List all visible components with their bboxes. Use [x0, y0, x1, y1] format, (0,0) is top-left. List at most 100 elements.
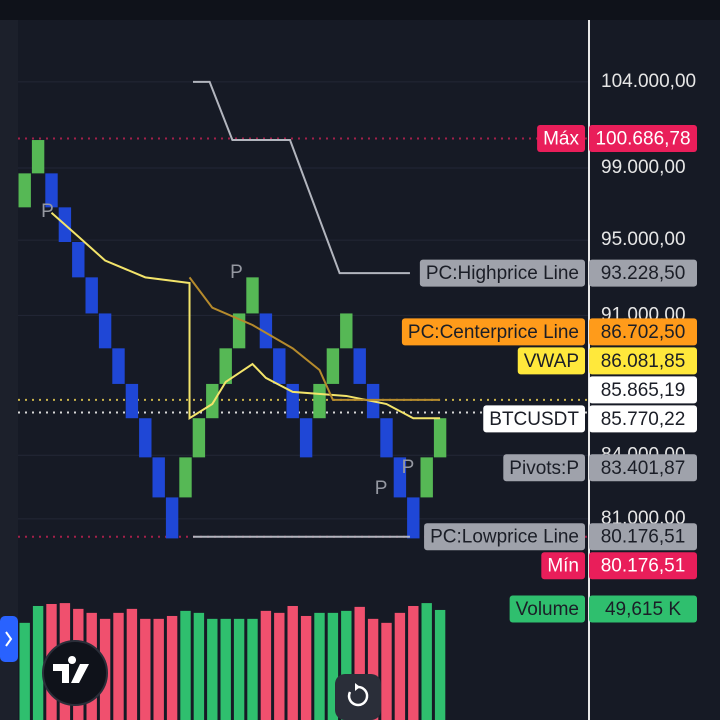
reset-button[interactable] [335, 674, 381, 720]
volume-bar [300, 615, 312, 720]
price-tag-bg [589, 347, 697, 375]
volume-bar [287, 605, 298, 720]
price-tag-value: 93.228,50 [601, 263, 686, 284]
top-bar [0, 0, 720, 20]
renko-brick [206, 383, 219, 419]
title-tag: PC:Centerprice Line [408, 322, 579, 343]
toggle-icon [5, 631, 13, 647]
renko-brick [152, 457, 165, 498]
title-tag-bg [424, 523, 585, 551]
sidebar-toggle[interactable] [0, 616, 18, 662]
volume-bar [260, 610, 272, 720]
volume-bar [408, 605, 419, 720]
reset-icon [347, 685, 369, 707]
renko-brick [179, 457, 192, 498]
volume-bar [394, 612, 406, 720]
price-tag-bg [589, 125, 697, 153]
volume-bar [233, 618, 245, 720]
renko-brick [112, 348, 125, 384]
renko-brick [273, 348, 286, 384]
price-tag-value: 100.686,78 [595, 129, 690, 150]
price-tag-bg [589, 376, 697, 404]
renko-brick [353, 348, 366, 384]
price-tag-value: 49,615 K [605, 599, 681, 620]
renko-brick [125, 383, 139, 419]
volume-bar [126, 608, 138, 720]
title-tag: Mín [547, 556, 579, 577]
volume-bar [19, 622, 30, 720]
volume-bar [140, 618, 151, 720]
title-tag: PC:Lowprice Line [430, 527, 579, 548]
renko-brick [420, 457, 433, 498]
title-tag-bg [483, 405, 585, 433]
y-tick-label: 95.000,00 [601, 229, 686, 250]
renko-brick [407, 497, 420, 539]
renko-brick [232, 313, 246, 349]
logo-mark [53, 656, 89, 683]
volume-bar [193, 612, 205, 720]
renko-brick [326, 348, 340, 384]
volume-bar [207, 618, 218, 720]
indicator-line [188, 276, 441, 401]
title-tag-bg [401, 318, 585, 346]
price-tag-bg [589, 454, 697, 482]
volume-bar [434, 609, 446, 720]
volume-bar [153, 618, 164, 720]
volume-bar [32, 605, 44, 720]
pivot-label: P [230, 262, 243, 283]
renko-brick [192, 418, 206, 458]
volume-bar [354, 606, 365, 720]
volume-bar [247, 618, 258, 720]
title-tag-bg [541, 552, 585, 580]
volume-bar [341, 610, 352, 720]
title-tag: VWAP [524, 351, 579, 372]
pivot-label: P [41, 201, 54, 222]
renko-brick [98, 313, 112, 349]
title-tag: Máx [543, 129, 579, 150]
reset-bg [335, 674, 381, 720]
volume-bar [166, 615, 178, 720]
left-toolbar [0, 20, 18, 720]
title-tag-bg [517, 347, 585, 375]
y-tick-label: 99.000,00 [601, 157, 686, 178]
price-tag-value: 80.176,51 [601, 556, 686, 577]
price-tag-value: 86.081,85 [601, 351, 686, 372]
price-tag-bg [589, 595, 697, 623]
renko-brick [433, 418, 447, 458]
renko-brick [139, 418, 152, 458]
renko-brick [393, 457, 407, 498]
renko-brick [219, 348, 232, 384]
pivot-label: P [402, 457, 415, 478]
volume-bar [113, 612, 124, 720]
y-tick-label: 104.000,00 [601, 71, 696, 92]
volume-bar [367, 618, 379, 720]
renko-brick [85, 277, 98, 314]
volume-bar [220, 618, 231, 720]
price-tags: 100.686,78 Máx 93.228,50 PC:Highprice Line 8… [401, 125, 697, 623]
volume-bar [274, 612, 285, 720]
indicator-line [50, 212, 441, 421]
price-tag-bg [589, 523, 697, 551]
price-tag-value: 85.770,22 [601, 409, 686, 430]
volume-bar [314, 612, 325, 720]
renko-brick [340, 313, 353, 349]
renko-brick [18, 173, 31, 208]
logo-button[interactable] [42, 640, 108, 706]
title-tag-bg [419, 259, 585, 287]
renko-brick [299, 418, 313, 458]
renko-brick [45, 173, 58, 208]
renko-brick [313, 383, 326, 419]
title-tag-bg [509, 595, 585, 623]
renko-brick [72, 241, 85, 278]
renko-brick [380, 418, 393, 458]
grid [18, 81, 589, 520]
price-tag-bg [589, 405, 697, 433]
renko-brick [31, 140, 45, 174]
price-tag-value: 83.401,87 [601, 458, 686, 479]
title-tag-bg [503, 454, 585, 482]
price-tag-bg [589, 259, 697, 287]
price-tag-bg [589, 318, 697, 346]
